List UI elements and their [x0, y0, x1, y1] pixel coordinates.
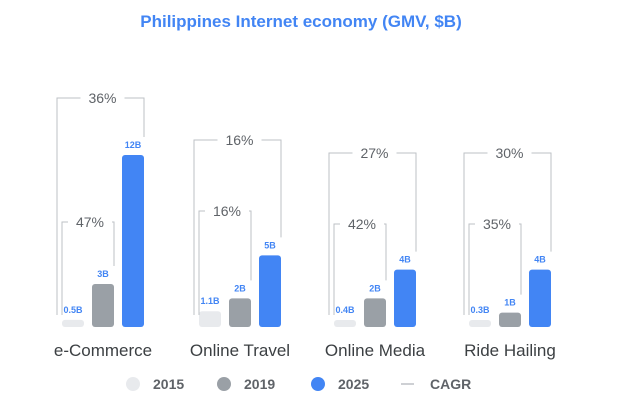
cagr-label-2015-2025: 27% [360, 145, 388, 161]
cagr-label-2015-2025: 30% [495, 145, 523, 161]
cagr-bracket-2015-2025 [463, 152, 552, 315]
bar-2015 [469, 320, 491, 327]
chart-title: Philippines Internet economy (GMV, $B) [140, 12, 461, 31]
legend-label: 2015 [153, 376, 184, 392]
cagr-label-2015-2019: 16% [213, 203, 241, 219]
cagr-label-2015-2019: 42% [348, 216, 376, 232]
cagr-label-2015-2019: 35% [483, 216, 511, 232]
category-label: Ride Hailing [464, 341, 556, 360]
cagr-bracket-2015-2025 [56, 97, 145, 315]
category-label: Online Media [325, 341, 426, 360]
bar-value-label: 4B [534, 255, 546, 265]
bar-2019 [92, 284, 114, 327]
category-label: Online Travel [190, 341, 290, 360]
legend-swatch [126, 377, 140, 391]
bar-value-label: 3B [97, 269, 109, 279]
legend-swatch [217, 377, 231, 391]
bar-2015 [62, 319, 84, 327]
category-group-2: 0.4B 2B 4B Online Media 42% 27% [325, 145, 426, 360]
legend-item-cagr: CAGR [401, 376, 471, 392]
bar-value-label: 1B [504, 298, 516, 308]
cagr-label-2015-2025: 16% [225, 132, 253, 148]
chart-marks: 0.5B 3B 12B e-Commerce 47% 36% 1.1B 2B 5B Online … [54, 90, 556, 360]
bar-value-label: 0.3B [470, 305, 490, 315]
category-label: e-Commerce [54, 341, 152, 360]
category-group-1: 1.1B 2B 5B Online Travel 16% 16% [190, 132, 290, 360]
cagr-bracket-2015-2019 [333, 223, 387, 315]
legend-label: CAGR [430, 376, 471, 392]
bar-2019 [229, 298, 251, 327]
cagr-bracket-2015-2025 [193, 139, 282, 315]
legend-label: 2019 [244, 376, 275, 392]
legend-item-2025: 2025 [311, 376, 369, 392]
bar-2019 [364, 298, 386, 327]
cagr-bracket-2015-2025 [328, 152, 417, 315]
cagr-label-2015-2019: 47% [76, 214, 104, 230]
legend-item-2015: 2015 [126, 376, 184, 392]
bar-2015 [199, 311, 221, 327]
bar-2025 [394, 269, 416, 327]
bar-value-label: 12B [125, 140, 142, 150]
bar-2025 [259, 255, 281, 327]
legend-swatch [311, 377, 325, 391]
bar-value-label: 2B [369, 283, 381, 293]
category-group-0: 0.5B 3B 12B e-Commerce 47% 36% [54, 90, 152, 360]
category-group-3: 0.3B 1B 4B Ride Hailing 35% 30% [463, 145, 556, 360]
legend-label: 2025 [338, 376, 369, 392]
cagr-bracket-2015-2019 [61, 221, 115, 315]
bar-2025 [122, 155, 144, 327]
legend-item-2019: 2019 [217, 376, 275, 392]
bar-value-label: 1.1B [200, 296, 220, 306]
legend: 2015 2019 2025 CAGR [126, 376, 471, 392]
bar-value-label: 0.4B [335, 305, 355, 315]
bar-value-label: 4B [399, 255, 411, 265]
cagr-label-2015-2025: 36% [88, 90, 116, 106]
bar-2025 [529, 269, 551, 327]
bar-2019 [499, 312, 521, 327]
bar-value-label: 0.5B [63, 305, 83, 315]
cagr-bracket-2015-2019 [468, 223, 522, 315]
bar-value-label: 2B [234, 283, 246, 293]
cagr-bracket-2015-2019 [198, 210, 252, 315]
bar-value-label: 5B [264, 240, 276, 250]
bar-2015 [334, 320, 356, 327]
